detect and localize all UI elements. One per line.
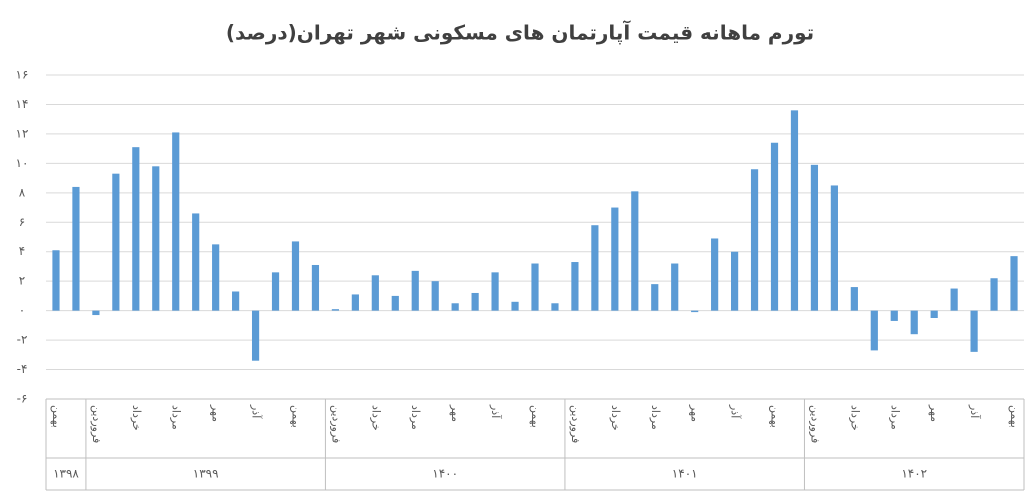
bar xyxy=(351,294,359,311)
x-tick-label: بهمن xyxy=(769,405,782,428)
bar xyxy=(950,288,958,311)
y-tick-label: ۸ xyxy=(19,185,26,199)
bar xyxy=(611,207,619,311)
bar xyxy=(52,250,60,311)
bar xyxy=(930,310,938,318)
y-tick-label: -۶ xyxy=(17,392,28,406)
bar xyxy=(730,251,739,311)
bar xyxy=(790,110,799,311)
x-tick-label: خرداد xyxy=(130,405,143,431)
bar xyxy=(551,303,559,311)
x-tick-label: خرداد xyxy=(848,405,861,431)
y-tick-label: -۲ xyxy=(17,333,28,347)
x-tick-label: مهر xyxy=(689,404,702,422)
bar xyxy=(192,213,200,311)
bar xyxy=(810,164,819,311)
x-tick-label: بهمن xyxy=(1008,405,1021,428)
x-tick-label: آذر xyxy=(729,404,743,419)
bar xyxy=(631,191,639,311)
bar xyxy=(251,310,260,361)
x-tick-label: فروردین xyxy=(329,405,342,443)
bar xyxy=(850,287,858,311)
bar xyxy=(990,278,998,311)
group-label: ۱۴۰۰ xyxy=(432,467,458,481)
bar xyxy=(890,310,898,321)
bar xyxy=(651,284,659,311)
bar xyxy=(112,173,120,311)
bar xyxy=(910,310,918,335)
bar xyxy=(511,301,519,311)
bar xyxy=(411,270,419,311)
bar xyxy=(1010,256,1018,311)
bar xyxy=(391,295,399,311)
x-tick-label: خرداد xyxy=(369,405,382,431)
y-tick-label: ۶ xyxy=(19,215,25,229)
bar xyxy=(311,264,320,311)
x-tick-label: خرداد xyxy=(609,405,622,431)
bar xyxy=(291,241,300,311)
group-label: ۱۴۰۲ xyxy=(901,467,927,481)
x-tick-label: مرداد xyxy=(409,405,422,430)
bar xyxy=(132,147,140,311)
bar xyxy=(152,166,160,311)
x-tick-label: فروردین xyxy=(90,405,103,443)
group-label: ۱۳۹۹ xyxy=(193,467,219,481)
bar xyxy=(431,281,439,311)
x-tick-label: مرداد xyxy=(170,405,183,430)
group-label: ۱۳۹۸ xyxy=(53,467,79,481)
bar xyxy=(92,310,100,316)
bar xyxy=(72,186,80,311)
x-tick-label: مرداد xyxy=(649,405,662,430)
group-label: ۱۴۰۱ xyxy=(672,467,698,481)
bar xyxy=(232,291,240,311)
bar xyxy=(830,185,838,311)
bar xyxy=(331,309,340,311)
y-tick-label: ۴ xyxy=(19,244,25,258)
y-tick-label: ۰ xyxy=(19,303,25,317)
x-tick-label: آذر xyxy=(968,404,982,419)
x-tick-label: فروردین xyxy=(808,405,821,443)
bar xyxy=(212,244,220,311)
x-tick-label: مهر xyxy=(449,404,462,422)
bar xyxy=(451,303,459,311)
x-tick-label: آذر xyxy=(250,404,264,419)
x-tick-label: بهمن xyxy=(289,405,302,428)
bar xyxy=(970,310,978,352)
bar xyxy=(471,292,479,311)
x-tick-label: آذر xyxy=(489,404,503,419)
x-tick-label: بهمن xyxy=(529,405,542,428)
bar xyxy=(870,310,878,351)
y-tick-label: ۲ xyxy=(19,274,25,288)
bar xyxy=(770,142,779,311)
x-tick-label: بهمن xyxy=(50,405,63,428)
x-tick-label: مهر xyxy=(928,404,941,422)
chart-title: تورم ماهانه قیمت آپارتمان های مسکونی شهر… xyxy=(226,20,814,46)
bar xyxy=(671,263,679,311)
bar xyxy=(750,169,759,311)
bar xyxy=(711,238,719,311)
y-tick-label: ۱۰ xyxy=(16,156,29,170)
x-tick-label: مهر xyxy=(210,404,223,422)
bar xyxy=(591,225,599,311)
x-tick-label: مرداد xyxy=(888,405,901,430)
x-tick-label: فروردین xyxy=(569,405,582,443)
bar xyxy=(172,132,180,311)
bar xyxy=(371,275,379,311)
bar xyxy=(691,310,699,313)
bar xyxy=(271,272,280,311)
y-tick-label: ۱۶ xyxy=(16,68,29,82)
bar xyxy=(491,272,499,311)
y-tick-label: -۴ xyxy=(17,362,28,376)
y-tick-label: ۱۴ xyxy=(16,97,29,111)
y-tick-label: ۱۲ xyxy=(16,126,29,140)
bar xyxy=(571,262,579,311)
bar xyxy=(531,263,539,311)
